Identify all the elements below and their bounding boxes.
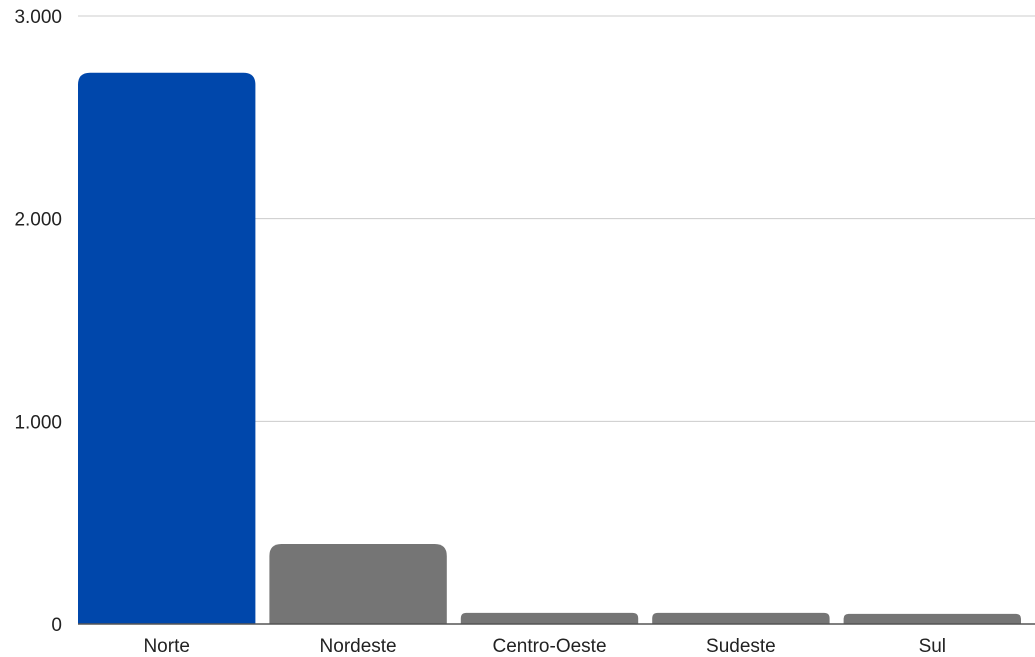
x-tick-label: Sul (919, 636, 946, 657)
y-tick-label: 1.000 (14, 412, 62, 433)
bar-centro-oeste (460, 612, 639, 624)
y-tick-label: 3.000 (14, 7, 62, 28)
bar-sudeste (652, 612, 830, 624)
y-tick-label: 0 (51, 615, 62, 636)
x-tick-label: Nordeste (320, 636, 397, 657)
x-axis-labels: Norte Nordeste Centro-Oeste Sudeste Sul (143, 636, 946, 657)
x-tick-label: Norte (143, 636, 189, 657)
bars (78, 72, 1021, 625)
x-tick-label: Sudeste (706, 636, 776, 657)
bar-nordeste (269, 543, 447, 624)
bar-sul (843, 613, 1021, 624)
y-axis-ticks: 0 1.000 2.000 3.000 (14, 7, 62, 636)
y-tick-label: 2.000 (14, 210, 62, 231)
x-tick-label: Centro-Oeste (492, 636, 606, 657)
bar-norte (78, 72, 256, 625)
